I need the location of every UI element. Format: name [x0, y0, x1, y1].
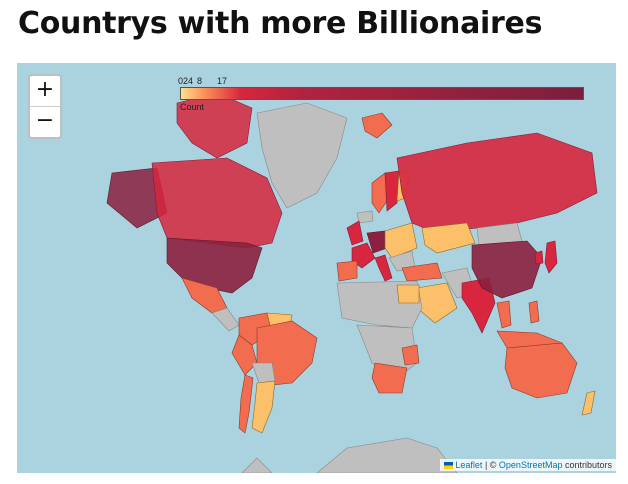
kazakhstan	[421, 222, 476, 254]
chile	[238, 374, 254, 434]
saudi	[416, 282, 458, 324]
russia	[396, 132, 598, 234]
attribution-separator: | ©	[482, 460, 499, 470]
mongolia	[476, 222, 523, 246]
greenland	[256, 102, 348, 209]
france	[351, 242, 376, 269]
korea	[534, 250, 544, 265]
page-title: Countrys with more Billionaires	[18, 6, 543, 41]
map-attribution: Leaflet | © OpenStreetMap contributors	[440, 459, 616, 471]
tanzania	[401, 344, 420, 366]
zoom-in-button[interactable]: +	[30, 76, 60, 107]
peru	[231, 334, 258, 376]
norway	[371, 172, 390, 214]
argentina	[251, 380, 276, 434]
leaflet-link[interactable]: Leaflet	[455, 460, 483, 470]
turkey	[401, 262, 443, 282]
egypt	[396, 284, 420, 304]
legend-tick: 2	[183, 76, 189, 86]
south-africa	[371, 362, 408, 394]
china	[471, 240, 543, 299]
japan	[544, 240, 558, 274]
openstreetmap-link[interactable]: OpenStreetMap	[498, 460, 563, 470]
attribution-contributors: contributors	[562, 460, 612, 470]
legend-ticks: 0 2 4 8 17	[178, 76, 380, 87]
alaska	[106, 167, 168, 229]
spain	[336, 260, 358, 282]
uk	[346, 220, 364, 246]
thailand	[496, 300, 512, 329]
svalbard	[361, 112, 393, 139]
legend-tick: 17	[217, 76, 228, 86]
bolivia	[251, 362, 276, 384]
canada	[151, 157, 283, 249]
world-map	[106, 92, 598, 473]
philippines	[528, 300, 540, 324]
antarctica-west	[241, 457, 273, 473]
usa	[166, 237, 263, 294]
new-zealand	[581, 390, 596, 416]
italy	[374, 254, 393, 282]
zoom-control: + −	[28, 74, 62, 139]
australia	[504, 342, 578, 399]
ukraine-flag-icon	[444, 462, 454, 470]
map-container[interactable]	[17, 63, 616, 473]
legend-tick: 8	[197, 76, 203, 86]
iceland	[356, 210, 374, 224]
color-legend: 0 2 4 8 17 Count	[178, 76, 584, 112]
legend-label: Count	[180, 102, 205, 112]
africa-central	[356, 324, 418, 379]
legend-tick: 0	[178, 76, 184, 86]
antarctica	[316, 437, 458, 473]
sweden	[384, 170, 400, 212]
legend-tick: 4	[188, 76, 194, 86]
zoom-out-button[interactable]: −	[35, 108, 55, 133]
legend-color-bar	[180, 87, 584, 100]
central-america	[211, 307, 240, 332]
